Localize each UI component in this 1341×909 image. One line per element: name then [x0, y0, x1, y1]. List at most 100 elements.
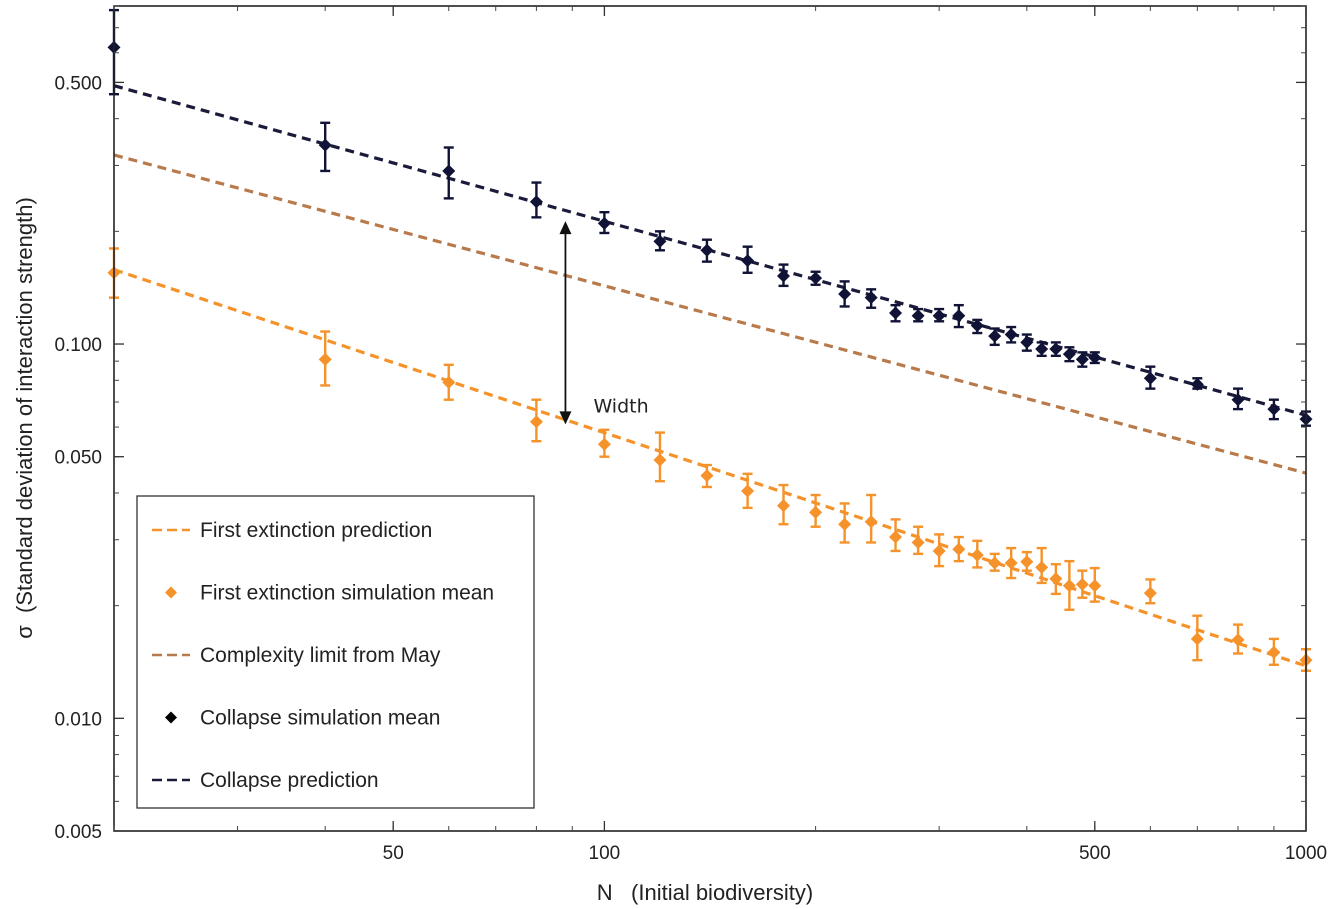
collapse-simulation-mean-point-11 — [864, 288, 878, 309]
width-arrow-head-bottom — [559, 411, 572, 425]
legend-box — [136, 495, 535, 809]
collapse-simulation-mean-marker-9 — [809, 271, 823, 285]
collapse-simulation-mean-point-8 — [776, 263, 790, 288]
first-extinction-simulation-mean-point-18 — [1004, 546, 1018, 580]
collapse-simulation-mean-point-17 — [988, 327, 1002, 347]
collapse-simulation-mean-marker-7 — [741, 254, 755, 268]
width-annotation-label: Width — [593, 395, 648, 417]
first-extinction-simulation-mean-marker-13 — [911, 535, 925, 549]
first-extinction-simulation-mean-marker-8 — [776, 499, 790, 513]
collapse-simulation-mean-marker-2 — [442, 164, 456, 178]
first-extinction-simulation-mean-point-26 — [1190, 614, 1204, 662]
first-extinction-simulation-mean-point-13 — [911, 525, 925, 556]
first-extinction-simulation-mean-point-7 — [741, 472, 755, 510]
first-extinction-simulation-mean-marker-20 — [1035, 560, 1049, 574]
first-extinction-simulation-mean-marker-4 — [597, 437, 611, 451]
legend-label: First extinction simulation mean — [200, 582, 494, 605]
collapse-simulation-mean-marker-24 — [1088, 351, 1102, 365]
first-extinction-simulation-mean-point-21 — [1049, 563, 1063, 596]
collapse-simulation-mean-point-1 — [318, 121, 332, 173]
y-tick-label: 0.050 — [54, 448, 102, 469]
first-extinction-simulation-mean-point-6 — [700, 463, 714, 489]
first-extinction-simulation-mean-marker-3 — [529, 415, 543, 429]
collapse-simulation-mean-marker-19 — [1020, 335, 1034, 349]
width-arrow-head-top — [559, 221, 572, 235]
collapse-simulation-mean-marker-13 — [911, 309, 925, 323]
first-extinction-simulation-mean-point-12 — [889, 518, 903, 553]
first-extinction-simulation-mean-point-28 — [1267, 637, 1281, 666]
y-axis-title: σ (Standard deviation of interaction str… — [12, 197, 37, 639]
y-tick-label: 0.500 — [54, 73, 102, 94]
first-extinction-simulation-mean-marker-19 — [1020, 555, 1034, 569]
first-extinction-simulation-mean-point-23 — [1075, 569, 1089, 599]
collapse-simulation-mean-point-9 — [809, 270, 823, 286]
legend-label: Collapse prediction — [200, 769, 379, 792]
first-extinction-simulation-mean-point-17 — [988, 552, 1002, 572]
first-extinction-simulation-mean-marker-25 — [1143, 586, 1157, 600]
x-tick-label: 100 — [589, 843, 621, 864]
legend: First extinction prediction First extinct… — [136, 495, 535, 809]
first-extinction-simulation-mean-point-27 — [1231, 623, 1245, 655]
collapse-simulation-mean-point-26 — [1190, 377, 1204, 391]
collapse-simulation-mean-marker-21 — [1049, 342, 1063, 356]
collapse-simulation-mean-marker-22 — [1062, 347, 1076, 361]
legend-item-collapse-prediction: Collapse prediction — [152, 769, 379, 792]
first-extinction-simulation-mean-marker-2 — [442, 375, 456, 389]
first-extinction-simulation-mean-marker-16 — [970, 548, 984, 562]
legend-item-collapse-simulation-mean: Collapse simulation mean — [165, 707, 440, 730]
first-extinction-simulation-mean-marker-23 — [1075, 577, 1089, 591]
collapse-simulation-mean-point-25 — [1143, 365, 1157, 390]
first-extinction-simulation-mean-marker-9 — [809, 505, 823, 519]
first-extinction-simulation-mean-marker-11 — [864, 515, 878, 529]
collapse-simulation-mean-marker-12 — [889, 306, 903, 320]
first-extinction-simulation-mean-point-15 — [952, 535, 966, 563]
collapse-simulation-mean-marker-3 — [529, 195, 543, 209]
legend-swatch-diamond — [165, 586, 177, 599]
plot-frame — [113, 5, 1307, 832]
x-axis-title: N (Initial biodiversity) — [597, 880, 813, 905]
collapse-simulation-mean-point-20 — [1035, 341, 1049, 358]
first-extinction-simulation-mean-point-11 — [864, 493, 878, 544]
x-tick-label: 500 — [1079, 843, 1111, 864]
series-line-complexity-limit-from-may — [113, 153, 1307, 475]
collapse-simulation-mean-point-27 — [1231, 387, 1245, 411]
legend-swatch-diamond — [165, 711, 177, 724]
first-extinction-simulation-mean-point-14 — [932, 533, 946, 568]
first-extinction-simulation-mean-point-5 — [653, 431, 667, 483]
legend-label: Collapse simulation mean — [200, 707, 440, 730]
first-extinction-simulation-mean-marker-22 — [1062, 579, 1076, 593]
width-annotation: Width — [559, 221, 649, 425]
legend-item-complexity-limit-from-may: Complexity limit from May — [152, 644, 441, 667]
legend-item-first-extinction-prediction: First extinction prediction — [152, 519, 432, 542]
collapse-simulation-mean-marker-17 — [988, 329, 1002, 343]
first-extinction-simulation-mean-point-20 — [1035, 546, 1049, 585]
collapse-simulation-mean-marker-27 — [1231, 393, 1245, 407]
legend-label: Complexity limit from May — [200, 644, 441, 667]
first-extinction-simulation-mean-point-22 — [1062, 559, 1076, 611]
collapse-simulation-mean-point-21 — [1049, 341, 1063, 358]
first-extinction-simulation-mean-marker-5 — [653, 453, 667, 467]
collapse-simulation-mean-marker-26 — [1190, 377, 1204, 391]
y-tick-label: 0.010 — [54, 709, 102, 730]
first-extinction-simulation-mean-point-1 — [318, 330, 332, 387]
collapse-simulation-mean-point-14 — [932, 307, 946, 323]
first-extinction-simulation-mean-marker-17 — [988, 556, 1002, 570]
first-extinction-simulation-mean-point-4 — [597, 428, 611, 458]
collapse-simulation-mean-marker-25 — [1143, 371, 1157, 385]
annotations: Width — [559, 221, 649, 425]
collapse-simulation-mean-marker-6 — [700, 243, 714, 257]
collapse-simulation-mean-point-18 — [1004, 325, 1018, 344]
first-extinction-simulation-mean-point-8 — [776, 483, 790, 526]
first-extinction-simulation-mean-point-9 — [809, 493, 823, 528]
collapse-simulation-mean-point-15 — [952, 303, 966, 329]
collapse-simulation-mean-point-3 — [529, 181, 543, 219]
first-extinction-simulation-mean-point-24 — [1088, 566, 1102, 603]
collapse-simulation-mean-point-24 — [1088, 351, 1102, 365]
first-extinction-simulation-mean-marker-28 — [1267, 645, 1281, 659]
collapse-simulation-mean-marker-11 — [864, 291, 878, 305]
first-extinction-simulation-mean-point-19 — [1020, 550, 1034, 572]
collapse-simulation-mean-marker-14 — [932, 309, 946, 323]
first-extinction-simulation-mean-marker-27 — [1231, 633, 1245, 647]
first-extinction-simulation-mean-marker-12 — [889, 530, 903, 544]
